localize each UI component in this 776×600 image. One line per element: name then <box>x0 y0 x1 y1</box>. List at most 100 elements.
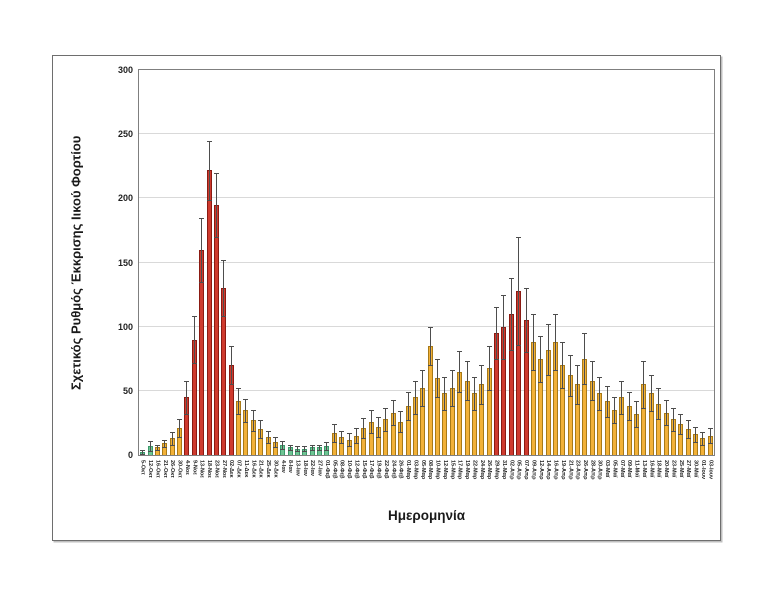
error-bar-cap <box>331 442 337 444</box>
error-bar-cap <box>449 370 455 372</box>
bar <box>213 204 219 455</box>
x-tick-label: 16-Απρ <box>552 460 559 480</box>
error-bar <box>385 407 387 431</box>
error-bar-cap <box>508 277 514 279</box>
error-bar-cap <box>427 326 433 328</box>
error-bar-cap <box>398 411 404 413</box>
error-bar <box>473 376 475 411</box>
error-bar <box>429 326 431 366</box>
error-bar-cap <box>405 420 411 422</box>
error-bar-cap <box>206 140 212 142</box>
error-bar-cap <box>648 375 654 377</box>
error-bar-cap <box>449 406 455 408</box>
error-bar-cap <box>611 422 617 424</box>
error-bar-cap <box>685 438 691 440</box>
error-bar-cap <box>479 365 485 367</box>
error-bar <box>274 437 276 448</box>
error-bar-cap <box>641 407 647 409</box>
error-bar <box>326 442 328 450</box>
error-bar-cap <box>523 352 529 354</box>
error-bar-cap <box>280 448 286 450</box>
error-bar-cap <box>213 236 219 238</box>
error-bar-cap <box>228 345 234 347</box>
error-bar-cap <box>147 440 153 442</box>
error-bar <box>481 365 483 404</box>
error-bar-cap <box>272 447 278 449</box>
x-tick-label: 21-Δεκ <box>257 460 264 478</box>
error-bar-cap <box>560 388 566 390</box>
x-tick-label: 21-Απρ <box>567 460 574 480</box>
error-bar <box>370 410 372 434</box>
error-bar-cap <box>169 444 175 446</box>
error-bar-cap <box>140 449 146 451</box>
error-bar <box>562 342 564 389</box>
error-bar-cap <box>678 434 684 436</box>
error-bar-cap <box>162 447 168 449</box>
error-bar-cap <box>154 449 160 451</box>
error-bar-cap <box>545 324 551 326</box>
error-bar <box>156 444 158 450</box>
error-bar-cap <box>553 313 558 315</box>
error-bar-cap <box>619 413 625 415</box>
error-bar-cap <box>361 417 367 419</box>
x-tick-label: 5-Οκτ <box>139 460 146 475</box>
error-bar-cap <box>221 259 227 261</box>
error-bar-cap <box>250 410 256 412</box>
x-tick-label: 19-Απρ <box>559 460 566 480</box>
error-bar <box>547 324 549 376</box>
x-tick-label: 12-Οκτ <box>147 460 154 478</box>
error-bar <box>319 444 321 450</box>
x-tick-label: 12-Μαρ <box>441 460 448 480</box>
error-bar-cap <box>641 361 647 363</box>
x-tick-label: 22-Φεβ <box>382 460 389 479</box>
x-tick-label: 4-Νοε <box>183 460 190 475</box>
error-bar-cap <box>405 392 411 394</box>
error-bar <box>709 428 711 444</box>
error-bar <box>282 440 284 449</box>
x-tick-label: 03-Μαϊ <box>604 460 611 478</box>
x-tick-label: 24-Φεβ <box>390 460 397 479</box>
error-bar-cap <box>597 376 603 378</box>
x-tick-label: 11-Δεκ <box>242 460 249 478</box>
error-bar-cap <box>265 443 271 445</box>
error-bar-cap <box>339 430 345 432</box>
error-bar-cap <box>634 426 640 428</box>
x-tick-label: 18-Μαϊ <box>655 460 662 478</box>
error-bar-cap <box>228 384 234 386</box>
error-bar-cap <box>324 442 330 444</box>
error-bar <box>355 428 357 444</box>
error-bar-cap <box>162 439 168 441</box>
error-bar-cap <box>420 370 426 372</box>
x-tick-label: 03-Ιουν <box>707 460 714 480</box>
error-bar-cap <box>213 172 219 174</box>
error-bar <box>230 345 232 385</box>
error-bar-cap <box>523 288 529 290</box>
error-bar-cap <box>604 385 610 387</box>
x-tick-label: 14-Απρ <box>545 460 552 480</box>
error-bar-cap <box>331 424 337 426</box>
x-tick-label: 02-Απρ <box>508 460 515 480</box>
error-bar-cap <box>707 443 713 445</box>
error-bar-cap <box>236 413 242 415</box>
error-bar-cap <box>199 281 205 283</box>
error-bar <box>613 397 615 423</box>
error-bar <box>223 259 225 317</box>
gridline <box>139 197 714 199</box>
error-bar-cap <box>412 413 418 415</box>
x-tick-label: 02-Δεκ <box>228 460 235 478</box>
error-bar-cap <box>530 313 536 315</box>
error-bar-cap <box>309 444 315 446</box>
error-bar <box>422 370 424 407</box>
x-tick-label: 18-Ιαν <box>301 460 308 476</box>
error-bar-cap <box>243 398 249 400</box>
x-tick-label: 26-Μαρ <box>486 460 493 480</box>
x-tick-label: 01-Μαρ <box>405 460 412 480</box>
x-tick-label: 13-Μαϊ <box>640 460 647 478</box>
plot-area <box>138 69 715 456</box>
x-tick-label: 07-Δεκ <box>235 460 242 478</box>
error-bar-cap <box>258 420 264 422</box>
error-bar <box>672 407 674 431</box>
gridline <box>139 325 714 327</box>
error-bar <box>555 313 556 371</box>
